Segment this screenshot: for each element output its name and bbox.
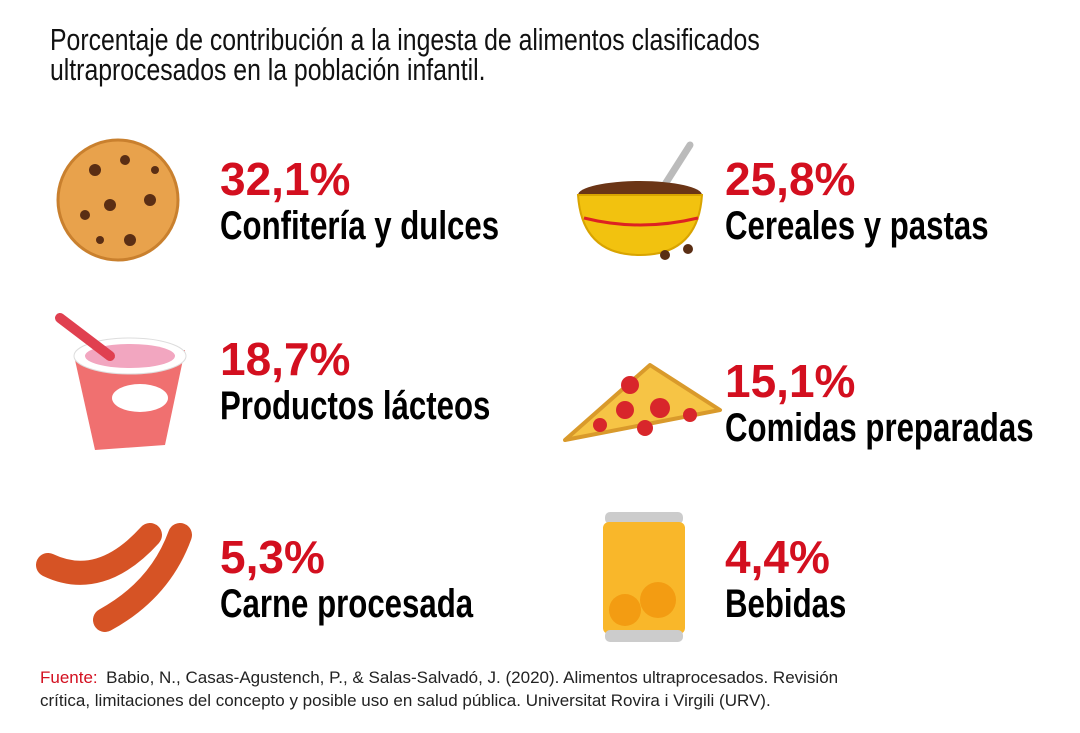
item-label-group: Confitería y dulces [220,203,499,248]
item-label: Confitería y dulces [220,203,499,248]
item-label-group: Comidas preparadas [725,405,1034,450]
item-percent: 4,4% [725,531,830,583]
item-label-group: Carne procesada [220,581,474,626]
item-percent: 18,7% [220,333,350,385]
source-line: Fuente: Babio, N., Casas-Agustench, P., … [40,668,838,687]
title: Porcentaje de contribución a la ingesta … [50,22,760,86]
item-label: Productos lácteos [220,383,490,428]
can-icon [603,512,685,642]
source-label: Fuente: [40,668,98,687]
item-label: Cereales y pastas [725,203,989,248]
item-label-group: Cereales y pastas [725,203,989,248]
title-line: Porcentaje de contribución a la ingesta … [50,22,760,56]
item-percent: 15,1% [725,355,855,407]
sausage-icon [36,523,192,632]
item-percent: 5,3% [220,531,325,583]
item-percent: 25,8% [725,153,855,205]
item: 15,1%Comidas preparadas [725,355,1034,450]
item-label: Comidas preparadas [725,405,1034,450]
item-label-group: Productos lácteos [220,383,490,428]
item: 32,1%Confitería y dulces [220,153,499,248]
item: 25,8%Cereales y pastas [725,153,989,248]
items: 32,1%Confitería y dulces 25,8%Cereales y … [220,153,1034,626]
pizza-icon [563,363,722,442]
item: 5,3%Carne procesada [220,531,474,626]
item-label: Bebidas [725,581,846,626]
title-line: ultraprocesados en la población infantil… [50,52,486,86]
item-percent: 32,1% [220,153,350,205]
item-label-group: Bebidas [725,581,846,626]
source-line: crítica, limitaciones del concepto y pos… [40,691,771,710]
yogurt-icon [55,313,187,450]
source-text: Babio, N., Casas-Agustench, P., & Salas-… [106,668,838,687]
cereal-icon [576,141,704,260]
cookie-icon [56,138,180,262]
item-label: Carne procesada [220,581,474,626]
item: 18,7%Productos lácteos [220,333,490,428]
item: 4,4%Bebidas [725,531,846,626]
